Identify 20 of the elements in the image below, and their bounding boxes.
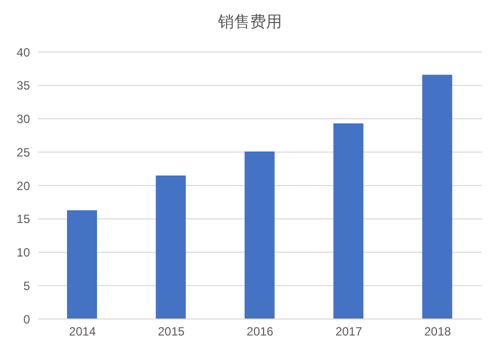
bar — [156, 175, 186, 319]
x-tick-label: 2018 — [424, 324, 452, 339]
x-tick-label: 2015 — [158, 324, 185, 339]
x-tick-label: 2017 — [335, 324, 362, 339]
x-tick-label: 2014 — [69, 324, 96, 339]
y-tick-label: 15 — [16, 212, 30, 226]
chart-title: 销售费用 — [217, 12, 283, 33]
bar — [244, 151, 275, 319]
y-tick-label: 10 — [16, 246, 30, 260]
bar — [67, 210, 97, 319]
y-tick-label: 30 — [16, 112, 30, 126]
y-tick-label: 35 — [16, 78, 30, 93]
y-tick-label: 25 — [16, 145, 30, 160]
y-tick-label: 5 — [23, 278, 30, 293]
y-tick-label: 40 — [16, 45, 30, 60]
y-tick-label: 0 — [23, 312, 30, 326]
y-tick-label: 20 — [16, 178, 30, 193]
bar — [422, 74, 452, 319]
bar — [333, 123, 364, 319]
x-tick-label: 2016 — [246, 324, 274, 339]
